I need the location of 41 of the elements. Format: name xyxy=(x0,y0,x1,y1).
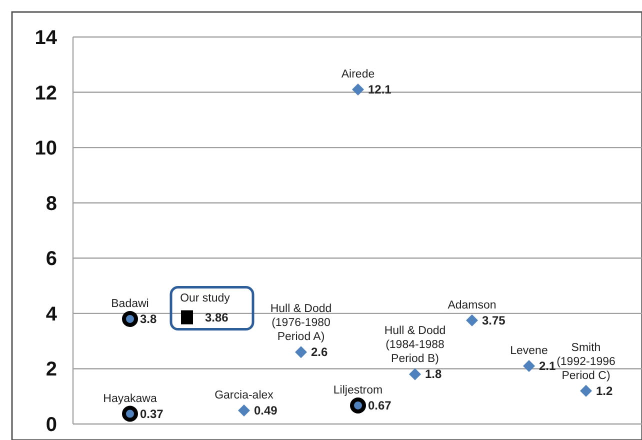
y-tick-label: 10 xyxy=(34,138,57,160)
y-tick-label: 14 xyxy=(34,27,58,49)
annotation: Garcia-alex xyxy=(214,389,274,402)
point xyxy=(409,368,421,380)
y-tick-label: 6 xyxy=(46,248,57,270)
data-label: 1.2 xyxy=(596,384,614,398)
point xyxy=(122,406,138,422)
point xyxy=(238,404,250,416)
data-label: 0.37 xyxy=(140,406,164,421)
data-label: 2.6 xyxy=(311,345,328,360)
annotation: Smith (1992-1996 Period C) xyxy=(556,342,616,382)
annotation: Our study xyxy=(180,292,230,304)
data-label: 0.49 xyxy=(254,403,278,418)
data-label: 12.1 xyxy=(368,82,392,97)
y-tick-label: 2 xyxy=(46,358,57,381)
annotation: Levene xyxy=(510,344,548,357)
annotation: Liljestrom xyxy=(333,384,383,396)
point xyxy=(523,360,535,372)
point xyxy=(352,84,364,96)
annotation: Badawi xyxy=(111,298,149,310)
annotation: Adamson xyxy=(448,299,496,312)
point xyxy=(466,314,478,326)
data-label: 1.8 xyxy=(425,367,442,382)
point xyxy=(181,310,193,324)
y-tick-label: 12 xyxy=(34,82,57,104)
point xyxy=(295,346,307,358)
annotation: Hayakawa xyxy=(103,392,158,405)
annotation: Hull & Dodd (1984-1988 Period B) xyxy=(384,325,446,366)
data-label: 0.67 xyxy=(368,398,392,412)
y-tick-label: 4 xyxy=(46,303,58,326)
data-label: 3.8 xyxy=(140,312,158,326)
y-tick-label: 8 xyxy=(46,192,57,215)
y-tick-label: 0 xyxy=(46,414,57,436)
point xyxy=(580,384,592,397)
data-label: 3.86 xyxy=(205,310,229,324)
point xyxy=(350,397,366,414)
annotation: Airede xyxy=(341,68,375,81)
data-label: 2.1 xyxy=(539,358,556,373)
data-label: 3.75 xyxy=(482,313,506,328)
point xyxy=(122,310,138,327)
annotation: Hull & Dodd (1976-1980 Period A) xyxy=(270,303,332,344)
